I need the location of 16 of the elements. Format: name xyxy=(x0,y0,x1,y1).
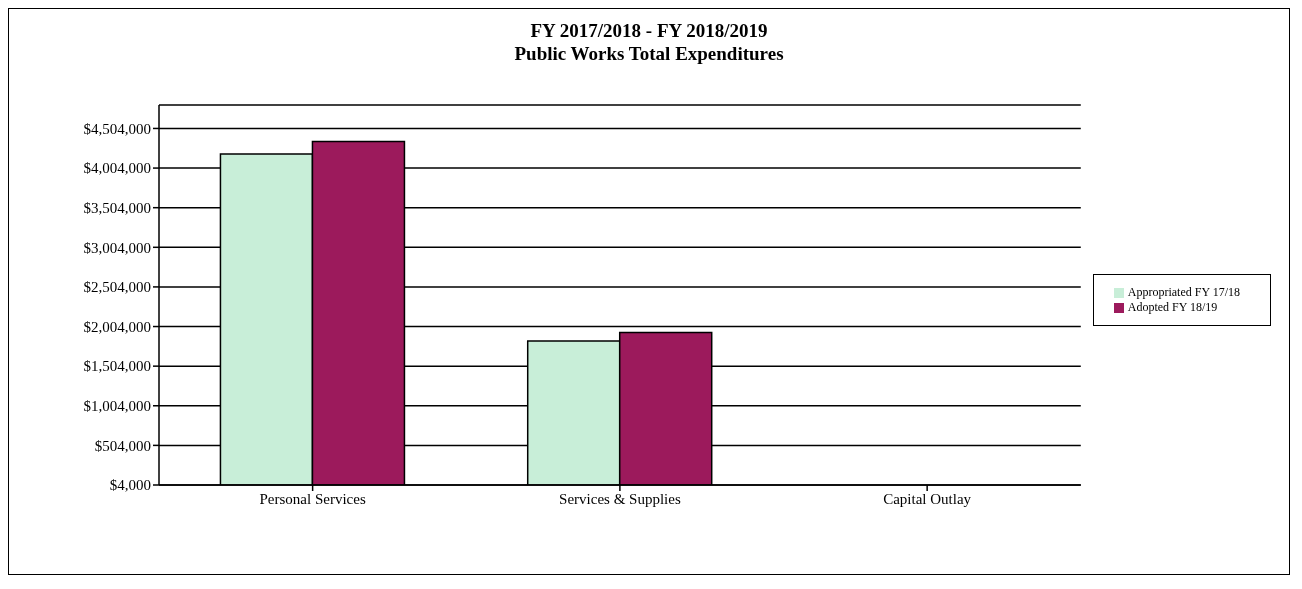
y-tick-label: $2,004,000 xyxy=(83,318,151,335)
legend-label: Appropriated FY 17/18 xyxy=(1127,285,1240,299)
y-tick-label: $504,000 xyxy=(94,437,151,454)
x-tick-label: Personal Services xyxy=(259,490,366,507)
y-tick-label: $1,504,000 xyxy=(83,358,151,375)
y-tick-label: $1,004,000 xyxy=(83,398,151,415)
x-tick-label: Services & Supplies xyxy=(559,490,681,507)
y-tick-label: $3,504,000 xyxy=(83,200,151,217)
y-tick-label: $4,004,000 xyxy=(83,160,151,177)
legend-label: Adopted FY 18/19 xyxy=(1127,300,1218,314)
chart-title: FY 2017/2018 - FY 2018/2019 Public Works Total Expenditures xyxy=(513,19,785,65)
y-tick-label: $4,504,000 xyxy=(83,120,151,137)
y-tick-label: $4,000 xyxy=(109,477,151,494)
y-tick-label: $3,004,000 xyxy=(83,239,151,256)
x-tick-label: Capital Outlay xyxy=(883,490,972,507)
y-tick-label: $2,504,000 xyxy=(83,279,151,296)
